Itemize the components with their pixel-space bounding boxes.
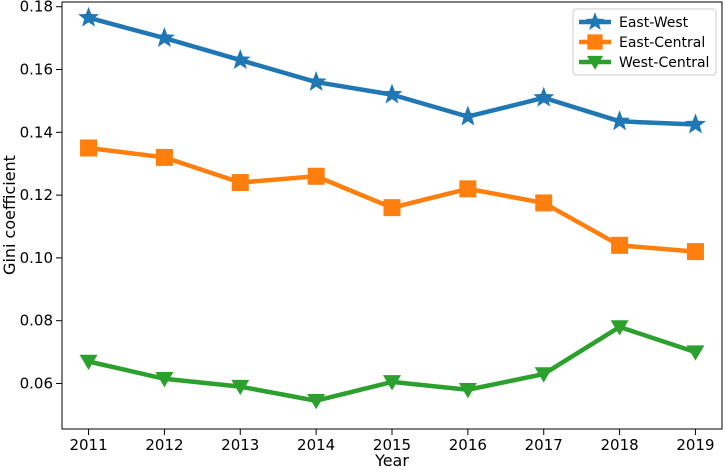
- data-point-east-west: [381, 83, 403, 104]
- data-point-east-central: [535, 194, 553, 212]
- x-tick-label: 2017: [525, 436, 563, 454]
- legend-label-east-central: East-Central: [619, 35, 705, 51]
- legend-label-east-west: East-West: [619, 15, 689, 31]
- legend-item-east-central: East-Central: [579, 34, 705, 51]
- data-point-east-central: [155, 148, 173, 166]
- y-tick-label: 0.18: [20, 0, 53, 16]
- legend-marker-west-central: [586, 55, 604, 70]
- data-point-west-central: [458, 383, 477, 399]
- data-point-west-central: [610, 320, 629, 336]
- data-point-east-west: [609, 110, 631, 131]
- data-point-west-central: [307, 393, 326, 410]
- data-point-east-central: [383, 199, 401, 217]
- x-axis-label: Year: [374, 451, 409, 470]
- x-tick-label: 2013: [221, 436, 259, 454]
- x-axis: 2011 2012 2013 2014 2015 2016 2017 2018 2019: [69, 429, 715, 454]
- x-tick-label: 2018: [600, 436, 638, 454]
- legend-box: [572, 8, 717, 76]
- x-tick-label: 2011: [69, 436, 107, 454]
- legend-label-west-central: West-Central: [619, 55, 709, 71]
- y-axis: 0.06 0.08 0.10 0.12 0.14 0.16 0.18: [20, 0, 62, 392]
- legend-item-west-central: West-Central: [579, 55, 709, 71]
- y-tick-label: 0.06: [20, 374, 53, 392]
- data-point-east-west: [684, 113, 706, 134]
- data-point-west-central: [534, 367, 553, 383]
- data-point-west-central: [79, 354, 98, 371]
- data-point-east-central: [611, 236, 629, 254]
- x-tick-label: 2012: [145, 436, 183, 454]
- data-point-east-west: [229, 49, 251, 69]
- data-point-east-west: [305, 71, 327, 91]
- x-tick-label: 2014: [297, 436, 335, 454]
- legend: East-West East-Central West-Central: [572, 8, 717, 76]
- data-point-east-west: [457, 105, 479, 126]
- data-point-west-central: [231, 379, 250, 396]
- data-point-east-west: [78, 6, 100, 27]
- legend-item-east-west: East-West: [579, 12, 689, 31]
- y-tick-label: 0.12: [20, 186, 53, 204]
- data-point-east-central: [686, 243, 704, 261]
- data-point-east-central: [459, 180, 477, 198]
- x-tick-label: 2016: [449, 436, 487, 454]
- data-point-east-central: [307, 167, 325, 185]
- data-point-west-central: [383, 375, 401, 391]
- legend-marker-east-central: [587, 34, 603, 50]
- legend-marker-east-west: [585, 12, 605, 31]
- series-east-west: [78, 6, 706, 134]
- data-point-east-west: [533, 86, 555, 107]
- y-tick-label: 0.14: [20, 123, 53, 141]
- y-tick-label: 0.16: [20, 61, 53, 79]
- y-tick-label: 0.10: [20, 249, 53, 267]
- x-tick-label: 2015: [373, 436, 411, 454]
- series-layer: [78, 6, 706, 410]
- y-axis-label: Gini coefficient: [0, 155, 19, 275]
- data-point-east-west: [153, 27, 175, 48]
- data-point-east-central: [231, 174, 249, 192]
- data-point-west-central: [155, 372, 174, 388]
- y-tick-label: 0.08: [20, 312, 53, 330]
- series-west-central: [79, 320, 705, 410]
- x-tick-label: 2019: [676, 436, 714, 454]
- series-east-central: [80, 139, 704, 261]
- data-point-east-central: [80, 139, 98, 157]
- data-point-west-central: [686, 345, 705, 361]
